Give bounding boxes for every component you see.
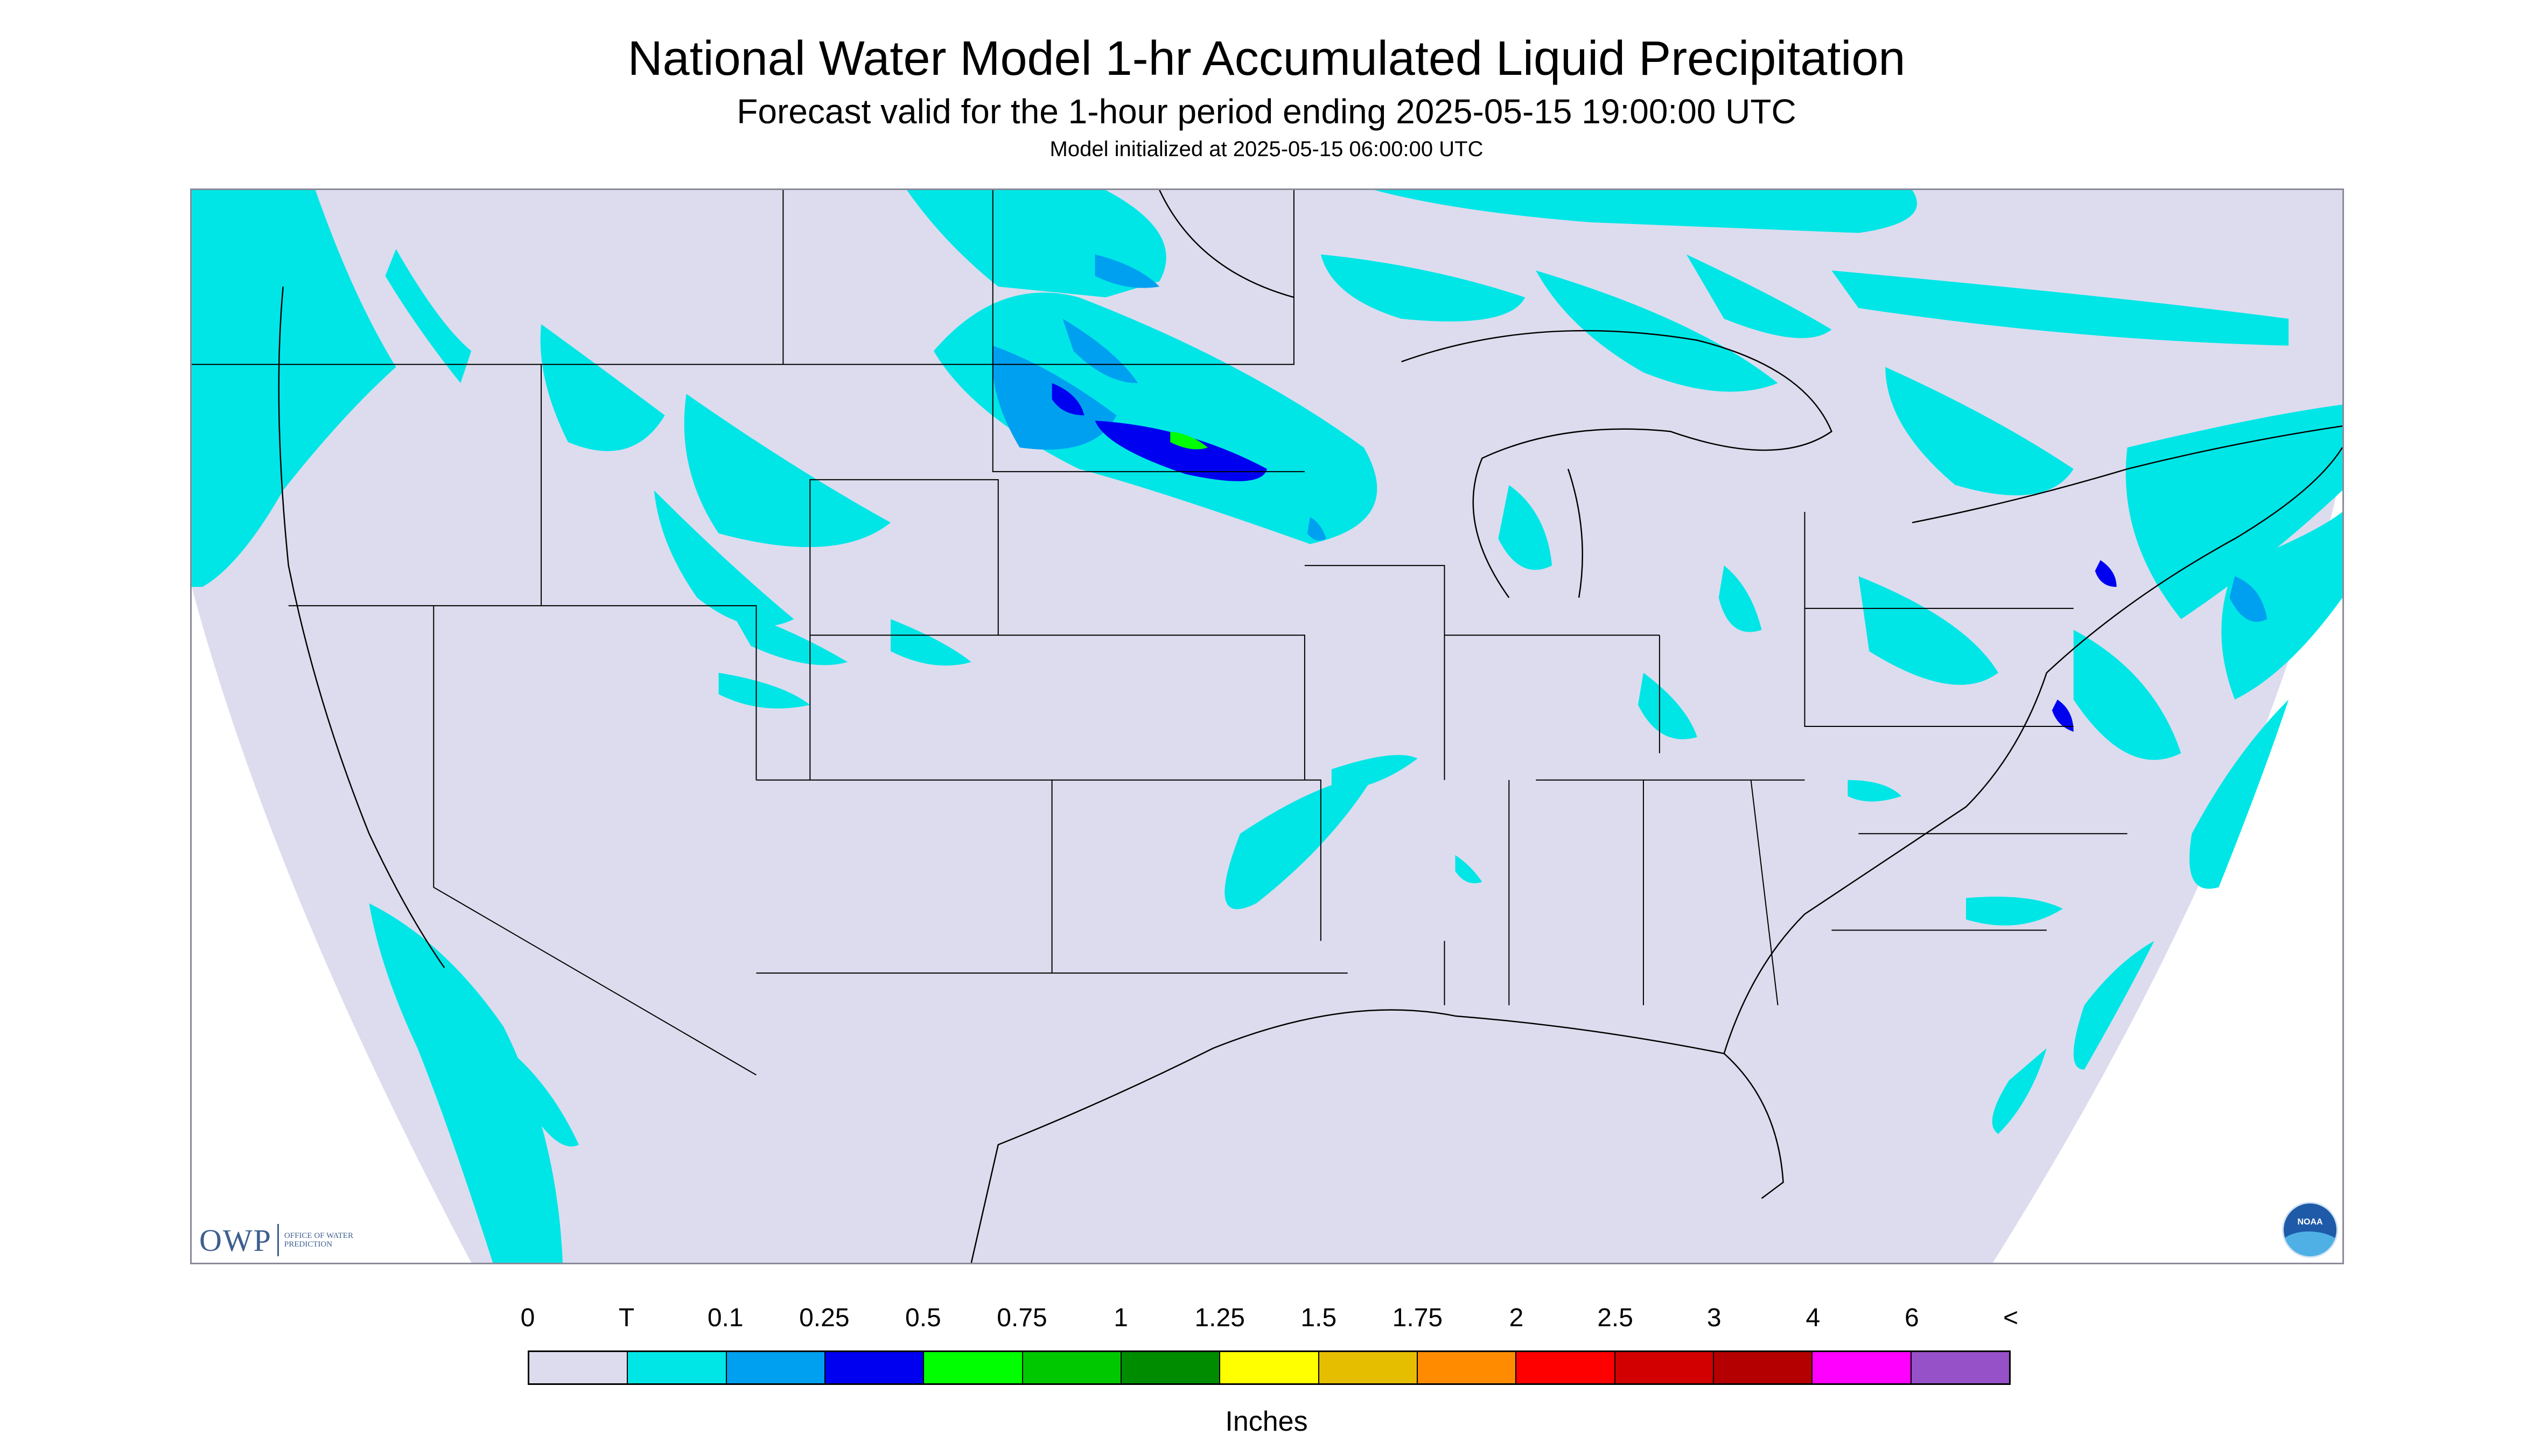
legend-units: Inches xyxy=(1225,1406,1308,1437)
owp-logo-text: OWP xyxy=(199,1222,272,1258)
legend-label: T xyxy=(618,1304,635,1332)
legend-swatch xyxy=(1615,1352,1714,1383)
legend-label: 6 xyxy=(1905,1304,1919,1332)
map-subtitle: Forecast valid for the 1-hour period end… xyxy=(737,92,1796,131)
noaa-logo-icon: NOAA xyxy=(2282,1202,2338,1258)
legend-label: 1.75 xyxy=(1392,1304,1443,1332)
legend-swatch xyxy=(1121,1352,1221,1383)
legend-swatch xyxy=(1911,1352,2009,1383)
legend-labels: 0 T 0.1 0.25 0.5 0.75 1 1.25 1.5 1.75 2 2.5 3 4 6 < xyxy=(0,1303,2533,1335)
legend-swatch xyxy=(1220,1352,1319,1383)
legend-label: 1.25 xyxy=(1194,1304,1245,1332)
precip-0.5-areas xyxy=(1170,431,1208,450)
legend-label: < xyxy=(2003,1304,2019,1332)
legend-label: 0.75 xyxy=(997,1304,1047,1332)
legend-swatch xyxy=(1023,1352,1122,1383)
precip-0.1-areas xyxy=(992,254,2268,622)
legend-label: 4 xyxy=(1806,1304,1821,1332)
legend-swatch xyxy=(628,1352,727,1383)
noaa-logo-text: NOAA xyxy=(2297,1217,2323,1227)
legend-swatch xyxy=(1713,1352,1813,1383)
coastlines xyxy=(278,190,2342,1263)
map-canvas xyxy=(192,190,2342,1263)
legend-label: 3 xyxy=(1706,1304,1722,1332)
owp-logo: OWP OFFICE OF WATER PREDICTION xyxy=(199,1221,365,1259)
legend-swatch xyxy=(825,1352,925,1383)
owp-logo-divider xyxy=(277,1224,279,1256)
legend-swatch xyxy=(924,1352,1023,1383)
precipitation-map xyxy=(190,188,2344,1264)
legend-label: 2 xyxy=(1509,1304,1524,1332)
state-boundaries xyxy=(192,190,2128,1076)
legend-label: 0.1 xyxy=(707,1304,744,1332)
map-title: National Water Model 1-hr Accumulated Li… xyxy=(627,32,1906,86)
legend-swatch xyxy=(726,1352,825,1383)
legend-swatch xyxy=(1319,1352,1418,1383)
legend-label: 0.25 xyxy=(799,1304,850,1332)
legend-swatch xyxy=(1813,1352,1912,1383)
legend-label: 2.5 xyxy=(1597,1304,1633,1332)
legend-label: 0.5 xyxy=(905,1304,941,1332)
legend-swatch xyxy=(1516,1352,1615,1383)
precip-0.25-areas xyxy=(1052,383,2117,732)
legend-label: 1 xyxy=(1114,1304,1128,1332)
legend-colorbar xyxy=(528,1350,2011,1385)
legend-label: 0 xyxy=(520,1304,535,1332)
model-init-time: Model initialized at 2025-05-15 06:00:00… xyxy=(1049,137,1484,161)
precip-trace-areas xyxy=(192,190,2342,1263)
owp-logo-subtext: OFFICE OF WATER PREDICTION xyxy=(284,1231,353,1249)
noaa-logo-wave xyxy=(2284,1231,2336,1256)
legend-swatch xyxy=(1417,1352,1517,1383)
legend-label: 1.5 xyxy=(1300,1304,1337,1332)
legend-swatch xyxy=(529,1352,628,1383)
